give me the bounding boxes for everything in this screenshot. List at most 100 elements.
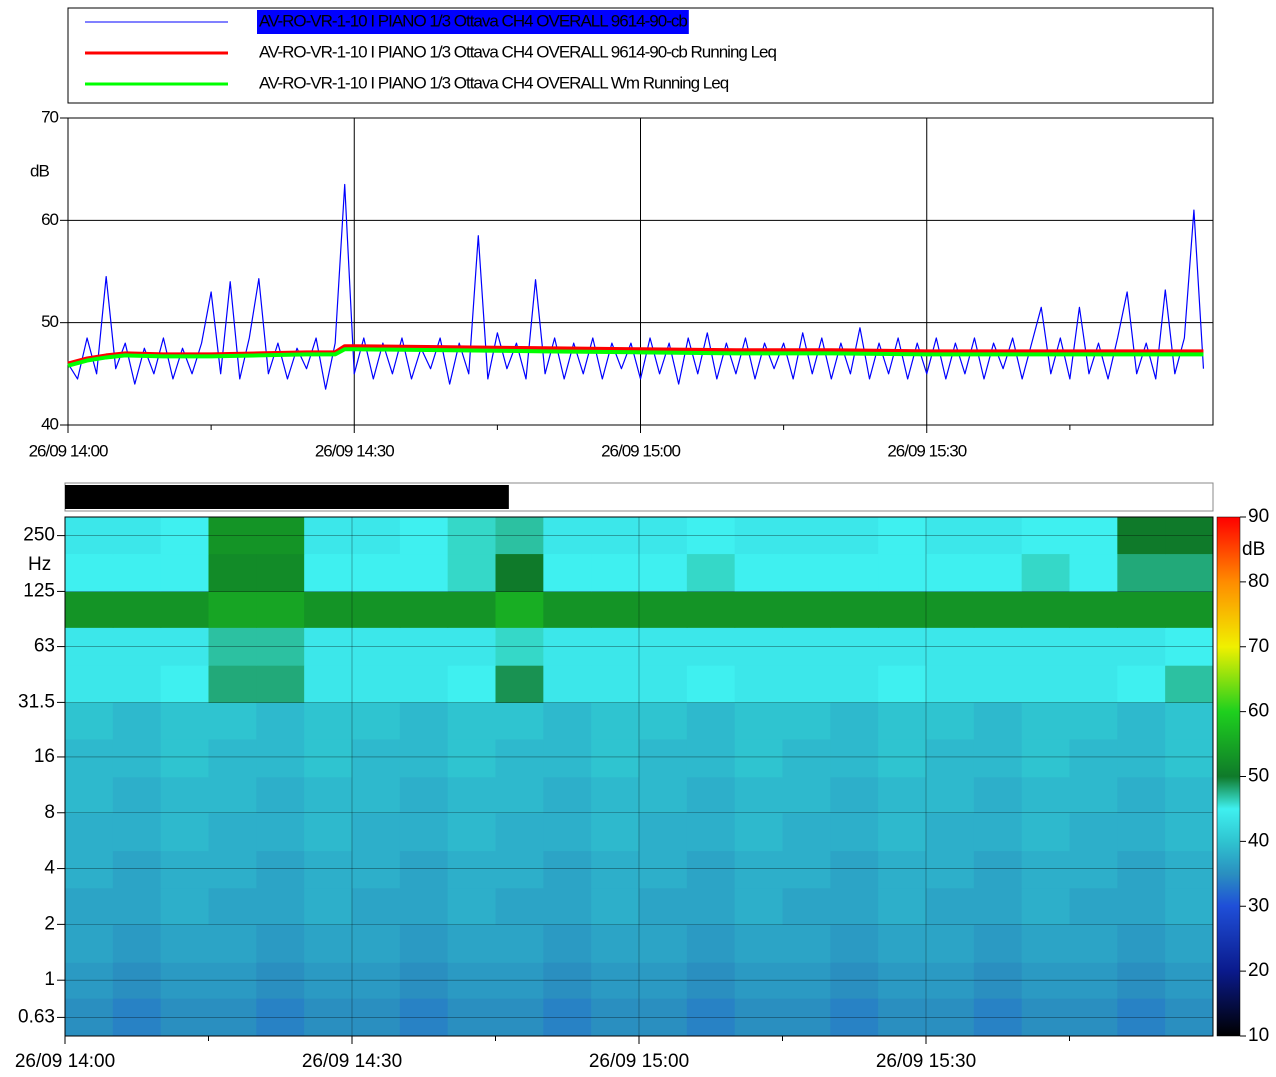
heat-cell	[208, 887, 257, 925]
y-tick-label: 16	[34, 746, 55, 767]
heat-cell	[1165, 665, 1214, 703]
x-tick-label: 26/09 14:00	[29, 441, 108, 460]
y-axis-label: dB	[30, 161, 49, 180]
heat-cell	[1021, 776, 1070, 814]
heat-cell	[926, 702, 975, 740]
colorbar-tick-label: 40	[1248, 830, 1269, 851]
heat-cell	[973, 850, 1023, 889]
heat-cell	[208, 812, 257, 852]
heat-cell	[686, 776, 736, 814]
heat-cell	[782, 553, 831, 592]
heat-cell	[495, 850, 544, 889]
heat-cell	[1069, 591, 1118, 628]
heat-cell	[65, 738, 114, 778]
heat-cell	[399, 812, 449, 852]
heat-cell	[256, 553, 305, 592]
heat-cell	[112, 812, 162, 852]
heat-cell	[352, 591, 401, 628]
heat-cell	[208, 738, 257, 778]
heat-cell	[639, 812, 688, 852]
heat-cell	[878, 738, 927, 778]
heat-cell	[926, 738, 975, 778]
heat-cell	[591, 812, 640, 852]
heat-cell	[304, 887, 353, 925]
x-tick-label: 26/09 14:30	[302, 1051, 402, 1072]
heat-cell	[686, 738, 736, 778]
heat-cell	[926, 553, 975, 592]
heat-cell	[447, 665, 496, 703]
heat-cell	[1165, 702, 1214, 740]
heat-cell	[830, 553, 879, 592]
heat-cell	[1069, 924, 1118, 963]
heat-cell	[543, 553, 592, 592]
heat-cell	[112, 665, 162, 703]
heat-cell	[495, 591, 544, 628]
heat-cell	[399, 665, 449, 703]
heat-cell	[495, 553, 544, 592]
legend-label: AV-RO-VR-1-10 I PIANO 1/3 Ottava CH4 OVE…	[259, 73, 729, 92]
x-tick-label: 26/09 15:30	[887, 441, 966, 460]
heat-cell	[782, 924, 831, 963]
legend-label: AV-RO-VR-1-10 I PIANO 1/3 Ottava CH4 OVE…	[259, 11, 687, 30]
heat-cell	[591, 850, 640, 889]
heat-cell	[1069, 738, 1118, 778]
heat-cell	[399, 924, 449, 963]
heat-cell	[65, 776, 114, 814]
heat-cell	[160, 591, 209, 628]
heat-cell	[973, 702, 1023, 740]
heat-cell	[734, 553, 783, 592]
heat-cell	[352, 887, 401, 925]
heat-cell	[1069, 702, 1118, 740]
legend-label: AV-RO-VR-1-10 I PIANO 1/3 Ottava CH4 OVE…	[259, 42, 776, 61]
y-tick-label: 60	[41, 210, 58, 229]
heat-cell	[830, 850, 879, 889]
heat-cell	[734, 702, 783, 740]
heat-cell	[973, 738, 1023, 778]
heat-cell	[973, 924, 1023, 963]
colorbar-tick-label: 50	[1248, 766, 1269, 787]
heat-cell	[352, 850, 401, 889]
heat-cell	[160, 776, 209, 814]
heat-cell	[639, 553, 688, 592]
heat-cell	[878, 850, 927, 889]
heat-cell	[447, 850, 496, 889]
heat-cell	[112, 924, 162, 963]
heat-cell	[399, 591, 449, 628]
heat-cell	[1117, 665, 1166, 703]
heat-cell	[686, 924, 736, 963]
heat-cell	[160, 850, 209, 889]
heat-cell	[208, 850, 257, 889]
heat-cell	[1069, 812, 1118, 852]
heat-cell	[1165, 850, 1214, 889]
heat-cell	[543, 738, 592, 778]
heat-cell	[1165, 738, 1214, 778]
heat-cell	[926, 812, 975, 852]
heat-cell	[782, 738, 831, 778]
heat-cell	[591, 702, 640, 740]
heat-cell	[591, 738, 640, 778]
y-tick-label: 8	[44, 802, 55, 823]
x-tick-label: 26/09 15:00	[589, 1051, 689, 1072]
heat-cell	[1021, 924, 1070, 963]
heat-cell	[304, 812, 353, 852]
heat-cell	[160, 812, 209, 852]
heat-cell	[399, 776, 449, 814]
heat-cell	[543, 776, 592, 814]
heat-cell	[256, 887, 305, 925]
x-tick-label: 26/09 14:00	[15, 1051, 115, 1072]
heat-cell	[1117, 738, 1166, 778]
heat-cell	[1117, 553, 1166, 592]
heat-cell	[304, 591, 353, 628]
colorbar-tick-label: 90	[1248, 506, 1269, 527]
heat-cell	[112, 887, 162, 925]
heat-cell	[926, 776, 975, 814]
series-line	[67, 347, 1204, 368]
heat-cell	[973, 665, 1023, 703]
heat-cell	[686, 702, 736, 740]
x-tick-label: 26/09 15:00	[601, 441, 680, 460]
heat-cell	[926, 924, 975, 963]
heat-cell	[926, 591, 975, 628]
heat-cell	[686, 665, 736, 703]
plot-border	[64, 516, 1214, 1037]
heat-cell	[1117, 887, 1166, 925]
